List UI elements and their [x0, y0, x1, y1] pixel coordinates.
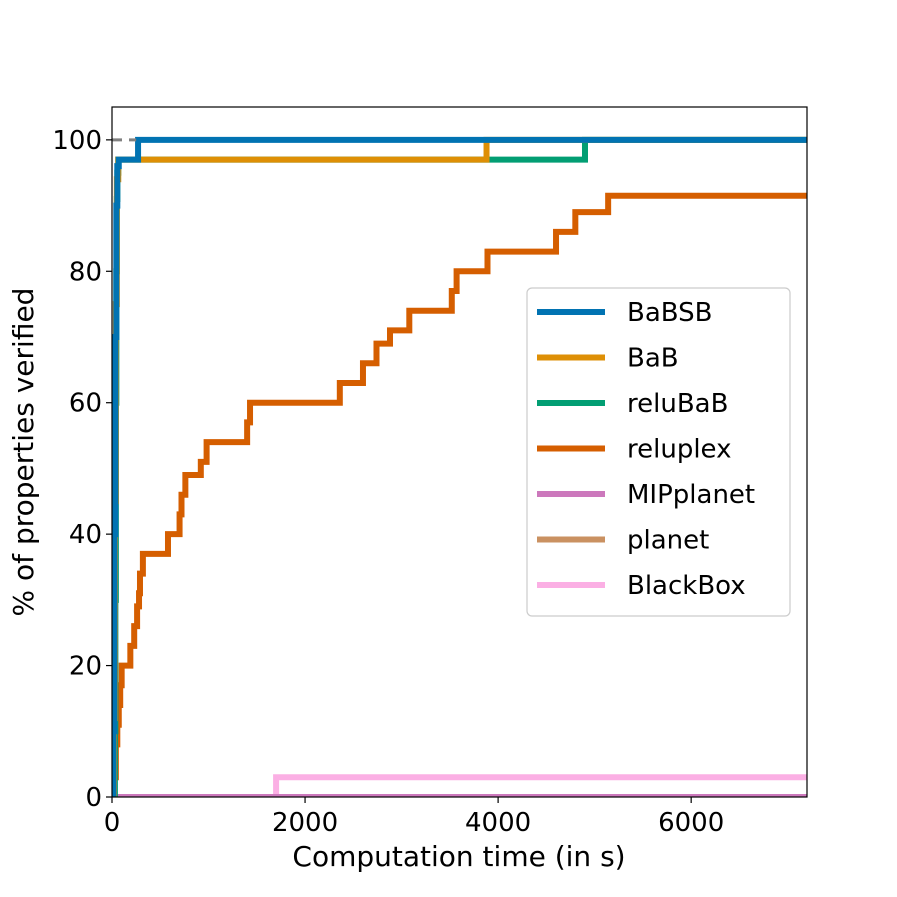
series-line-babsb	[112, 136, 807, 797]
legend-label-blackbox: BlackBox	[627, 571, 746, 601]
legend-label-babsb: BaBSB	[627, 298, 713, 328]
y-tick-label: 60	[69, 389, 102, 419]
y-tick-label: 40	[69, 520, 102, 550]
x-axis-title: Computation time (in s)	[292, 840, 625, 873]
x-tick-label: 4000	[465, 808, 531, 838]
legend-frame	[526, 287, 791, 617]
legend-label-mipplanet: MIPplanet	[627, 480, 755, 510]
y-tick-label: 20	[69, 652, 102, 682]
y-tick-label: 80	[69, 257, 102, 287]
plot-frame	[111, 106, 808, 798]
legend-label-planet: planet	[627, 526, 709, 556]
series-line-blackbox	[112, 774, 807, 797]
legend-label-relubab: reluBaB	[627, 389, 728, 419]
series-layer	[112, 136, 807, 797]
legend-label-bab: BaB	[627, 344, 679, 374]
ticks-layer: 0 2000 4000 6000 0 20 40 60 80 100	[52, 126, 724, 838]
x-tick-label: 6000	[658, 808, 724, 838]
legend-label-reluplex: reluplex	[627, 435, 731, 465]
x-tick-label: 0	[104, 808, 121, 838]
y-tick-label: 100	[52, 126, 102, 156]
x-tick-label: 2000	[272, 808, 338, 838]
y-axis-title: % of properties verified	[7, 288, 40, 617]
legend: BaBSB BaB reluBaB reluplex MIPplanet planet Bl…	[526, 287, 791, 617]
y-tick-label: 0	[85, 783, 102, 813]
series-line-reluplex	[112, 192, 807, 797]
